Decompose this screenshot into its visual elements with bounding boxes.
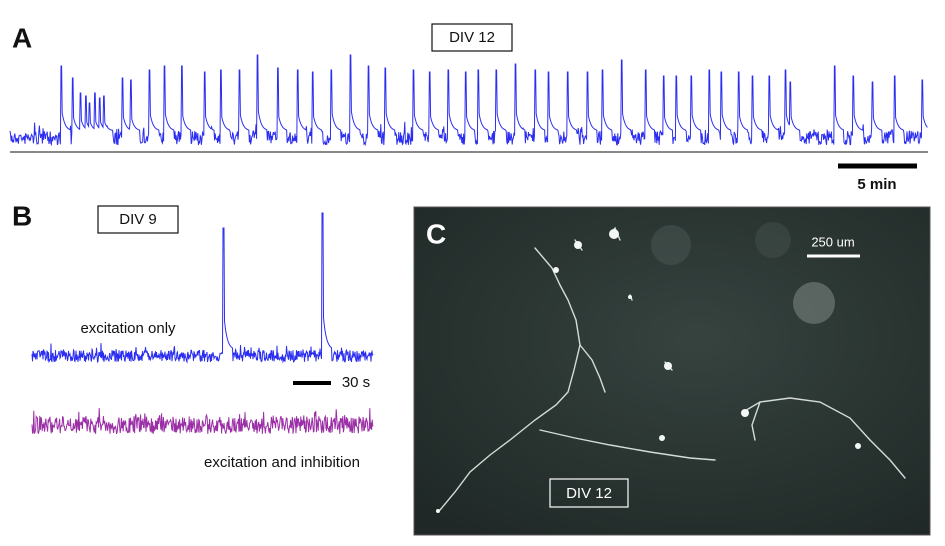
- tag: DIV 12: [449, 29, 495, 46]
- trace-label: excitation and inhibition: [204, 454, 360, 471]
- trace: [9, 54, 928, 147]
- tag-box: [431, 23, 513, 52]
- blob: [793, 282, 835, 324]
- tag-box: [97, 205, 179, 234]
- blob: [651, 225, 691, 265]
- tag-box: [549, 478, 629, 508]
- trace-path: [31, 212, 374, 364]
- cells: [436, 229, 861, 513]
- scale-bar-label: 250 um: [811, 234, 854, 249]
- scale-bar-label: 30 s: [342, 374, 370, 391]
- blob: [755, 222, 791, 258]
- trace-label: excitation only: [80, 320, 176, 337]
- tag: DIV 9: [119, 211, 157, 228]
- trace-path: [9, 54, 928, 147]
- trace-path: [31, 408, 374, 435]
- trace: [31, 408, 374, 435]
- panel-label: C: [426, 218, 446, 249]
- scale-bar-label: 5 min: [857, 176, 896, 193]
- trace: [31, 212, 374, 364]
- panel-label: B: [12, 200, 32, 231]
- tag: DIV 12: [566, 485, 612, 502]
- panel-label: A: [12, 22, 32, 53]
